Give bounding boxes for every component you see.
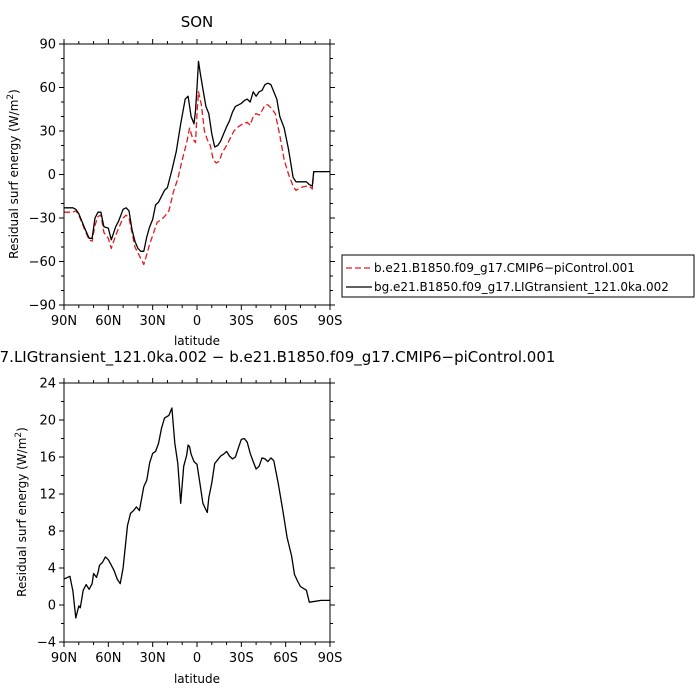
bottom-chart-series-group (63, 407, 330, 619)
y-tick-label: 8 (48, 525, 56, 540)
y-tick-label: −60 (29, 255, 56, 270)
y-tick-label: 16 (39, 451, 56, 466)
top-chart-title: SON (181, 13, 214, 31)
x-tick-label: 0 (193, 314, 201, 329)
bottom-chart-plot-border (63, 382, 331, 643)
x-tick-label: 60S (273, 314, 298, 329)
series-line-1 (64, 60, 330, 252)
x-tick-label: 30N (140, 314, 166, 329)
x-tick-label: 90S (318, 314, 343, 329)
y-tick-label: 20 (39, 414, 56, 429)
bottom-chart-xlabel: latitude (174, 672, 220, 686)
y-tick-label: 4 (48, 562, 56, 577)
top-chart-series-group (64, 60, 330, 266)
y-tick-label: 30 (39, 125, 56, 140)
x-tick-label: 60N (95, 651, 121, 666)
bottom-chart-ylabel: Residual surf energy (W/m2) (14, 427, 29, 597)
bottom-chart-x-ticks: 90N 60N 30N 0 30S 60S 90S (51, 378, 343, 666)
x-tick-label: 90S (318, 651, 343, 666)
legend-label-lig: bg.e21.B1850.f09_g17.LIGtransient_121.0k… (374, 280, 669, 294)
top-chart-x-ticks: 90N 60N 30N 0 30S 60S 90S (51, 39, 343, 329)
series-line-0 (64, 91, 330, 266)
x-tick-label: 30S (229, 314, 254, 329)
bottom-chart-title: bg.e21.B1850.f09_g17.LIGtransient_121.0k… (0, 348, 555, 367)
y-tick-label: 12 (39, 488, 56, 503)
x-tick-label: 30N (140, 651, 166, 666)
y-tick-label: −30 (29, 212, 56, 227)
y-tick-label: −4 (37, 636, 56, 651)
x-tick-label: 60S (273, 651, 298, 666)
y-tick-label: 0 (48, 599, 56, 614)
x-tick-label: 60N (95, 314, 121, 329)
legend-label-control: b.e21.B1850.f09_g17.CMIP6−piControl.001 (374, 261, 635, 275)
y-tick-label: 0 (48, 168, 56, 183)
y-tick-label: 90 (39, 38, 56, 53)
top-chart-ylabel: Residual surf energy (W/m2) (6, 89, 21, 259)
legend-box (341, 254, 695, 298)
top-chart-legend: b.e21.B1850.f09_g17.CMIP6−piControl.001 … (341, 254, 695, 298)
y-tick-label: 60 (39, 81, 56, 96)
x-tick-label: 90N (51, 651, 77, 666)
bottom-chart: bg.e21.B1850.f09_g17.LIGtransient_121.0k… (0, 348, 555, 686)
bottom-chart-y-ticks: 24 20 16 12 8 4 0 −4 (37, 377, 335, 651)
top-chart-y-ticks: 90 60 30 0 −30 −60 −90 (29, 38, 335, 314)
x-tick-label: 90N (51, 314, 77, 329)
y-tick-label: 24 (39, 377, 56, 392)
y-tick-label: −90 (29, 299, 56, 314)
top-chart-xlabel: latitude (174, 334, 220, 348)
x-tick-label: 30S (229, 651, 254, 666)
top-chart: SON 90N 60N 30N 0 30S 60S 90S 90 60 30 0 −30 −60 −90… (6, 13, 342, 348)
x-tick-label: 0 (193, 651, 201, 666)
series-line-0 (63, 407, 330, 619)
